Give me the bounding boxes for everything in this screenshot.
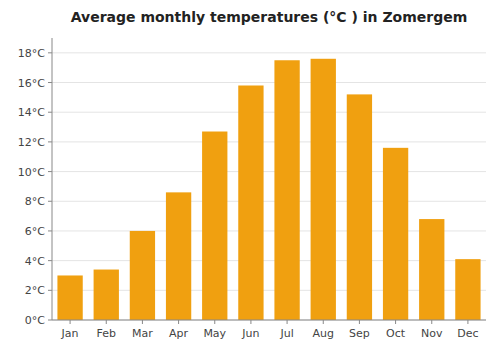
x-tick xyxy=(214,320,215,324)
bar xyxy=(274,60,299,320)
bar xyxy=(238,85,263,320)
bar xyxy=(57,275,82,320)
grid-line xyxy=(52,112,486,113)
x-tick xyxy=(250,320,251,324)
bars xyxy=(57,59,480,320)
y-axis-line xyxy=(52,38,53,320)
x-tick-label: Jun xyxy=(241,327,259,340)
y-tick-label: 2°C xyxy=(25,284,45,297)
chart-title: Average monthly temperatures (°C ) in Zo… xyxy=(71,9,468,25)
y-tick xyxy=(48,201,52,202)
bar xyxy=(419,219,444,320)
bar xyxy=(347,94,372,320)
x-tick xyxy=(323,320,324,324)
grid-line xyxy=(52,320,486,321)
y-tick xyxy=(48,52,52,53)
x-tick-label: Mar xyxy=(132,327,153,340)
x-tick xyxy=(142,320,143,324)
y-tick xyxy=(48,290,52,291)
x-tick-label: Sep xyxy=(349,327,370,340)
bar xyxy=(130,231,155,320)
x-tick-label: Jan xyxy=(61,327,79,340)
y-tick xyxy=(48,82,52,83)
y-tick xyxy=(48,171,52,172)
grid-line xyxy=(52,141,486,142)
chart-container: Average monthly temperatures (°C ) in Zo… xyxy=(0,0,500,350)
x-tick-label: Dec xyxy=(457,327,478,340)
y-tick xyxy=(48,260,52,261)
x-tick xyxy=(395,320,396,324)
y-tick xyxy=(48,141,52,142)
y-tick-label: 4°C xyxy=(25,255,45,268)
grid-line xyxy=(52,201,486,202)
grid-line xyxy=(52,52,486,53)
x-tick xyxy=(359,320,360,324)
bar xyxy=(383,148,408,320)
y-tick-label: 12°C xyxy=(18,136,45,149)
bar xyxy=(455,259,480,320)
x-tick-label: May xyxy=(203,327,226,340)
y-tick xyxy=(48,112,52,113)
x-tick xyxy=(178,320,179,324)
bar xyxy=(94,270,119,320)
x-tick xyxy=(431,320,432,324)
x-axis-line xyxy=(52,320,486,321)
y-tick-label: 0°C xyxy=(25,314,45,327)
y-tick-label: 6°C xyxy=(25,225,45,238)
x-tick xyxy=(106,320,107,324)
bar xyxy=(202,132,227,320)
y-tick-label: 10°C xyxy=(18,166,45,179)
bar xyxy=(166,192,191,320)
y-tick xyxy=(48,230,52,231)
x-tick-label: Apr xyxy=(169,327,189,340)
grid-line xyxy=(52,171,486,172)
x-tick xyxy=(70,320,71,324)
x-tick-label: Feb xyxy=(97,327,116,340)
grid-line xyxy=(52,82,486,83)
y-grid xyxy=(52,53,486,320)
y-tick xyxy=(48,320,52,321)
x-tick-label: Jul xyxy=(279,327,293,340)
x-tick-label: Oct xyxy=(386,327,406,340)
x-tick-label: Nov xyxy=(421,327,443,340)
y-tick-label: 18°C xyxy=(18,47,45,60)
bar xyxy=(311,59,336,320)
x-tick xyxy=(467,320,468,324)
x-tick-label: Aug xyxy=(313,327,334,340)
y-tick-label: 14°C xyxy=(18,106,45,119)
y-tick-label: 8°C xyxy=(25,195,45,208)
chart-svg: Average monthly temperatures (°C ) in Zo… xyxy=(0,0,500,350)
y-tick-label: 16°C xyxy=(18,77,45,90)
x-tick xyxy=(287,320,288,324)
